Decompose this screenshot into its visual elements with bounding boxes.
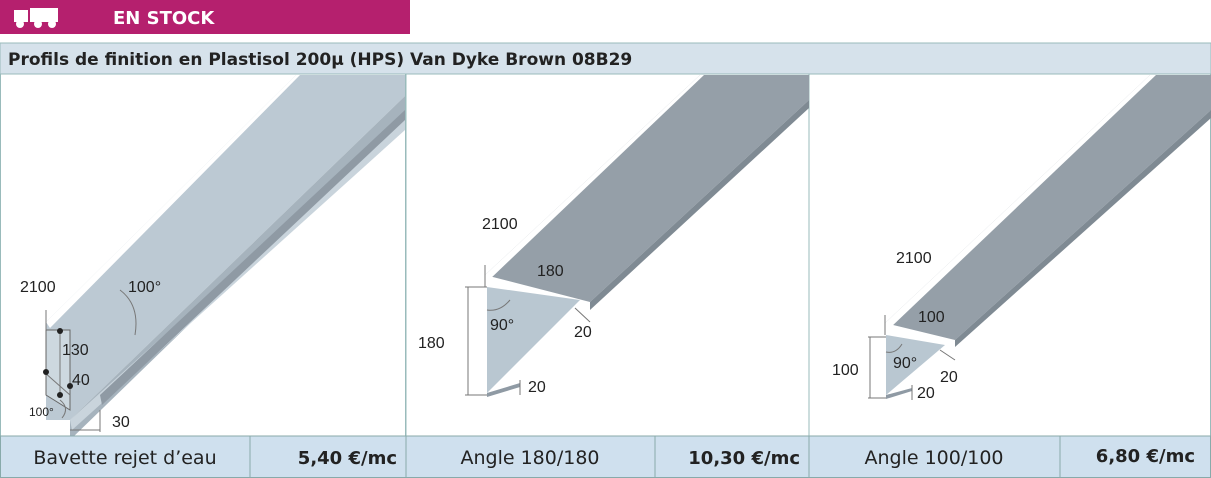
dimension: 90° <box>893 355 917 372</box>
product-name: Angle 180/180 <box>460 447 599 469</box>
profile-drawing <box>465 75 809 397</box>
badge-tab <box>0 0 410 34</box>
dimension: 20 <box>528 379 546 396</box>
dimension: 100 <box>832 362 859 379</box>
dimension: 20 <box>917 385 935 402</box>
product-price: 10,30 €/mc <box>688 448 800 469</box>
dimension: 30 <box>112 414 130 431</box>
dimension: 2100 <box>896 250 932 267</box>
dimension: 2100 <box>20 279 56 296</box>
dimension: 40 <box>72 372 90 389</box>
price-row <box>0 435 1211 478</box>
dimension: 100° <box>128 279 161 296</box>
dimension: 20 <box>574 324 592 341</box>
product-price: 6,80 €/mc <box>1096 446 1195 467</box>
title-bar <box>0 42 1211 75</box>
product-name: Bavette rejet d’eau <box>33 447 216 469</box>
dimension: 100 <box>918 309 945 326</box>
profile-drawing <box>868 75 1211 400</box>
dimension: 130 <box>62 342 89 359</box>
dimension: 20 <box>940 369 958 386</box>
dimension: 90° <box>490 317 514 334</box>
dimension: 180 <box>418 335 445 352</box>
product-name: Angle 100/100 <box>864 447 1003 469</box>
truck-icon <box>14 8 58 28</box>
title: Profils de finition en Plastisol 200µ (H… <box>8 50 632 70</box>
product-price: 5,40 €/mc <box>298 448 397 469</box>
dimension: 100° <box>29 405 54 419</box>
dimension: 180 <box>537 263 564 280</box>
dimension: 2100 <box>482 216 518 233</box>
badge-text: EN STOCK <box>113 8 215 29</box>
profile-drawing <box>43 75 405 440</box>
